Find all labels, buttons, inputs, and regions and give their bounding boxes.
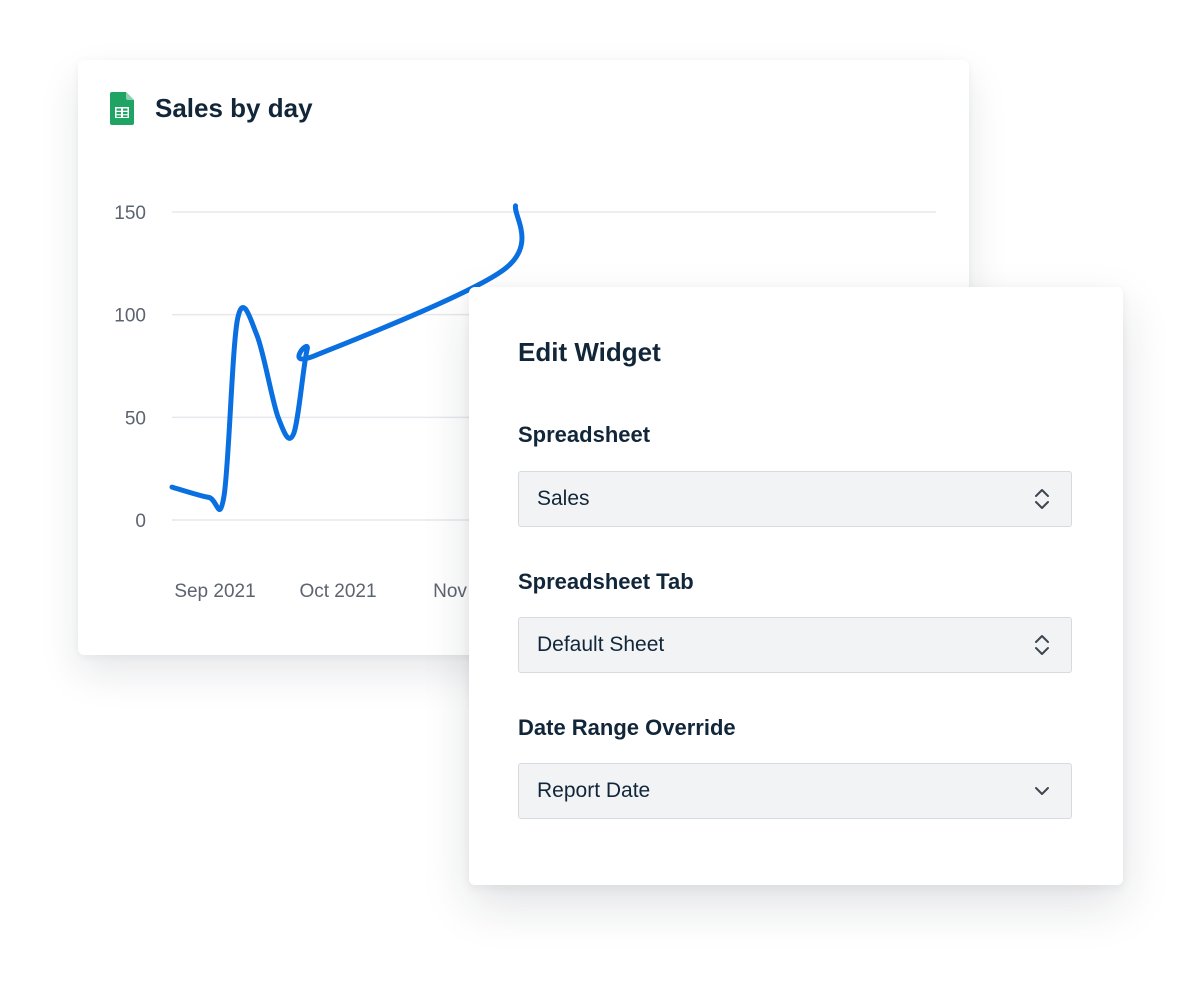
edit-widget-panel: Edit Widget Spreadsheet Sales Spreadshee…	[469, 287, 1123, 885]
spreadsheet-select[interactable]: Sales	[518, 471, 1072, 527]
x-tick-label: Nov	[433, 581, 467, 602]
up-down-chevron-icon	[1035, 635, 1049, 655]
sales-series-line	[169, 203, 525, 512]
date-range-override-select[interactable]: Report Date	[518, 763, 1072, 819]
y-tick-label: 150	[114, 203, 146, 224]
chart-title: Sales by day	[155, 93, 313, 123]
spreadsheet-tab-select[interactable]: Default Sheet	[518, 617, 1072, 673]
up-down-chevron-icon	[1035, 489, 1049, 509]
x-tick-label: Oct 2021	[299, 581, 376, 602]
date-range-override-select-value: Report Date	[537, 779, 651, 802]
chevron-down-icon	[1035, 787, 1049, 795]
y-tick-label: 50	[125, 408, 146, 429]
date-range-override-label: Date Range Override	[518, 715, 736, 740]
x-tick-label: Sep 2021	[174, 581, 255, 602]
y-tick-label: 100	[114, 306, 146, 327]
google-sheets-icon	[110, 92, 134, 125]
spreadsheet-label: Spreadsheet	[518, 422, 651, 447]
spreadsheet-select-value: Sales	[537, 487, 590, 510]
panel-title: Edit Widget	[518, 337, 661, 367]
spreadsheet-tab-select-value: Default Sheet	[537, 633, 665, 656]
y-tick-label: 0	[135, 511, 146, 532]
chart-header: Sales by day	[110, 92, 313, 125]
spreadsheet-tab-label: Spreadsheet Tab	[518, 569, 694, 594]
